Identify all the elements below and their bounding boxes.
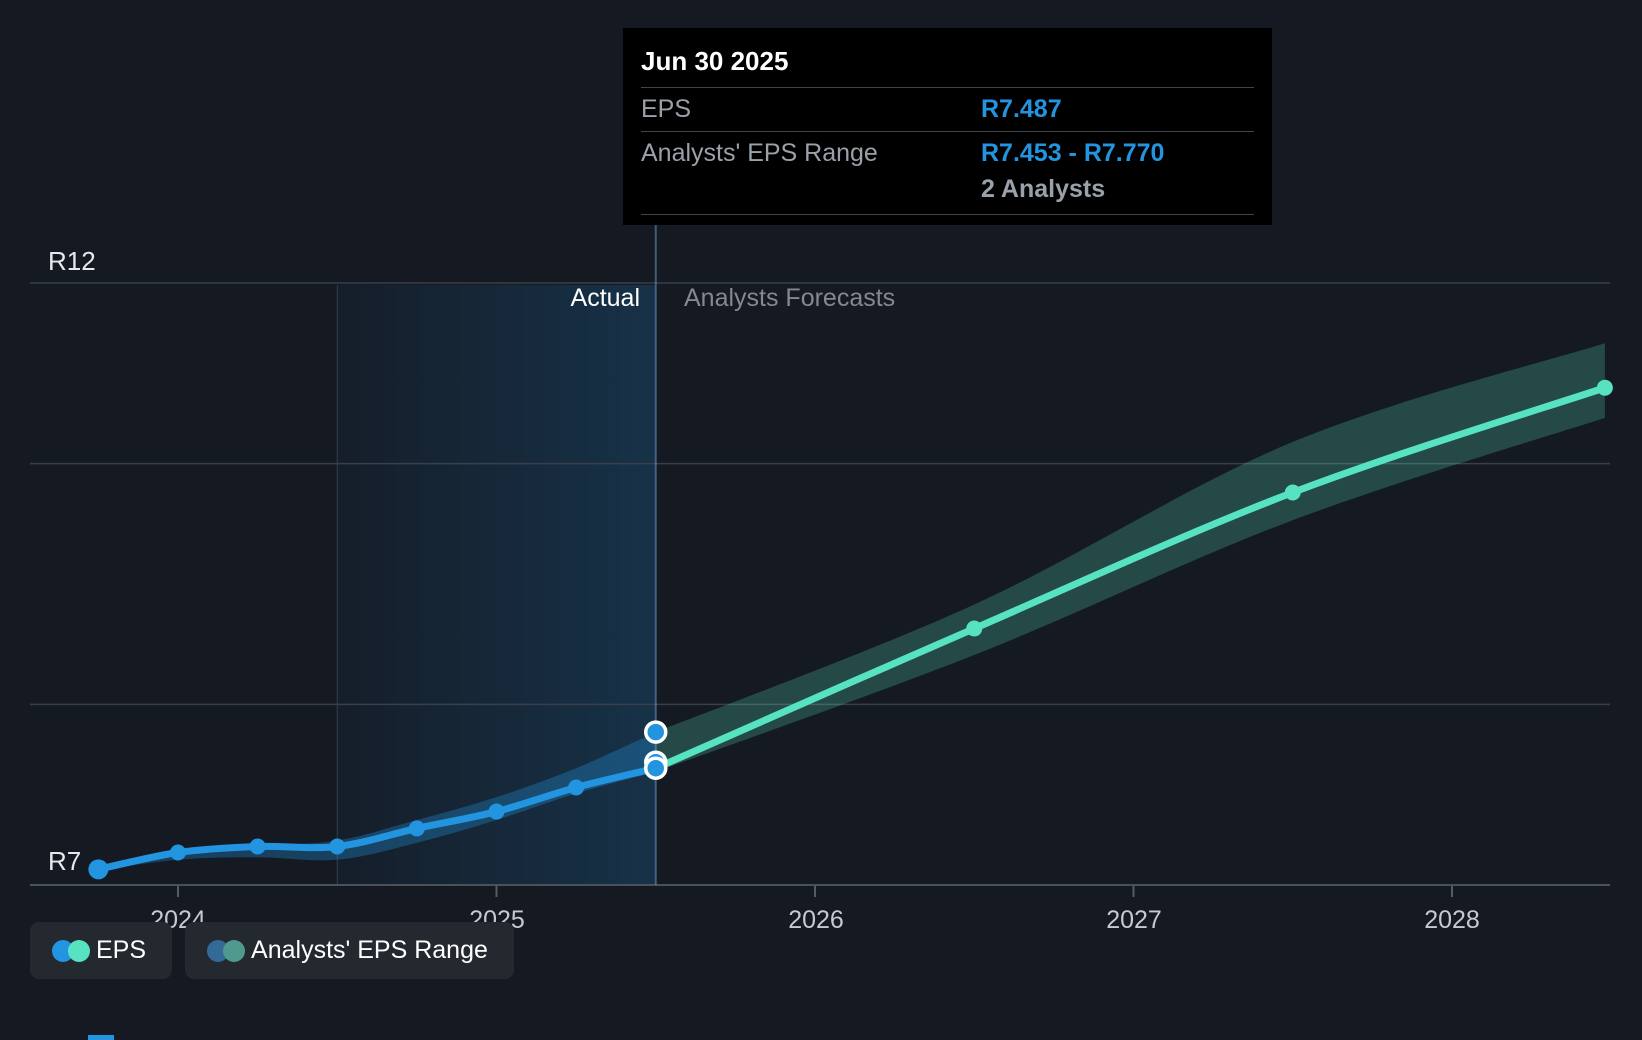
range-teal-dot-icon <box>223 939 246 962</box>
tooltip-separator <box>641 214 1254 215</box>
x-axis-label-2028: 2028 <box>1424 906 1480 934</box>
chart-tooltip: Jun 30 2025 EPS R7.487 Analysts' EPS Ran… <box>623 28 1272 225</box>
tooltip-analysts-count: 2 Analysts <box>981 175 1106 203</box>
y-axis-label-bottom: R7 <box>48 846 82 876</box>
tooltip-analysts-row: 2 Analysts <box>641 175 1254 211</box>
phase-label-forecast: Analysts Forecasts <box>684 284 896 312</box>
tooltip-separator <box>641 87 1254 88</box>
eps-series-icon <box>52 939 96 963</box>
tooltip-range-value: R7.453 - R7.770 <box>981 139 1165 167</box>
tooltip-date: Jun 30 2025 <box>641 46 789 76</box>
y-axis-label-top: R12 <box>48 246 96 276</box>
tooltip-range-label: Analysts' EPS Range <box>641 139 878 167</box>
legend-item-eps[interactable]: EPS <box>30 922 173 979</box>
tooltip-eps-row: EPS R7.487 <box>641 88 1254 131</box>
x-axis-label-2026: 2026 <box>788 906 844 934</box>
tooltip-separator <box>641 131 1254 132</box>
eps-range-series-icon <box>207 939 251 963</box>
scrollbar-fragment[interactable] <box>88 1035 114 1040</box>
eps-teal-dot-icon <box>68 939 90 962</box>
x-axis-label-2027: 2027 <box>1106 906 1162 934</box>
tooltip-eps-label: EPS <box>641 95 692 123</box>
tooltip-eps-value: R7.487 <box>981 95 1062 123</box>
legend-label-eps: EPS <box>96 936 147 964</box>
legend-label-eps-range: Analysts' EPS Range <box>251 936 488 964</box>
tooltip-range-row: Analysts' EPS Range R7.453 - R7.770 <box>641 132 1254 175</box>
legend-item-eps-range[interactable]: Analysts' EPS Range <box>185 922 514 979</box>
chart-legend: EPS Analysts' EPS Range <box>30 922 514 979</box>
phase-label-actual: Actual <box>570 284 640 312</box>
